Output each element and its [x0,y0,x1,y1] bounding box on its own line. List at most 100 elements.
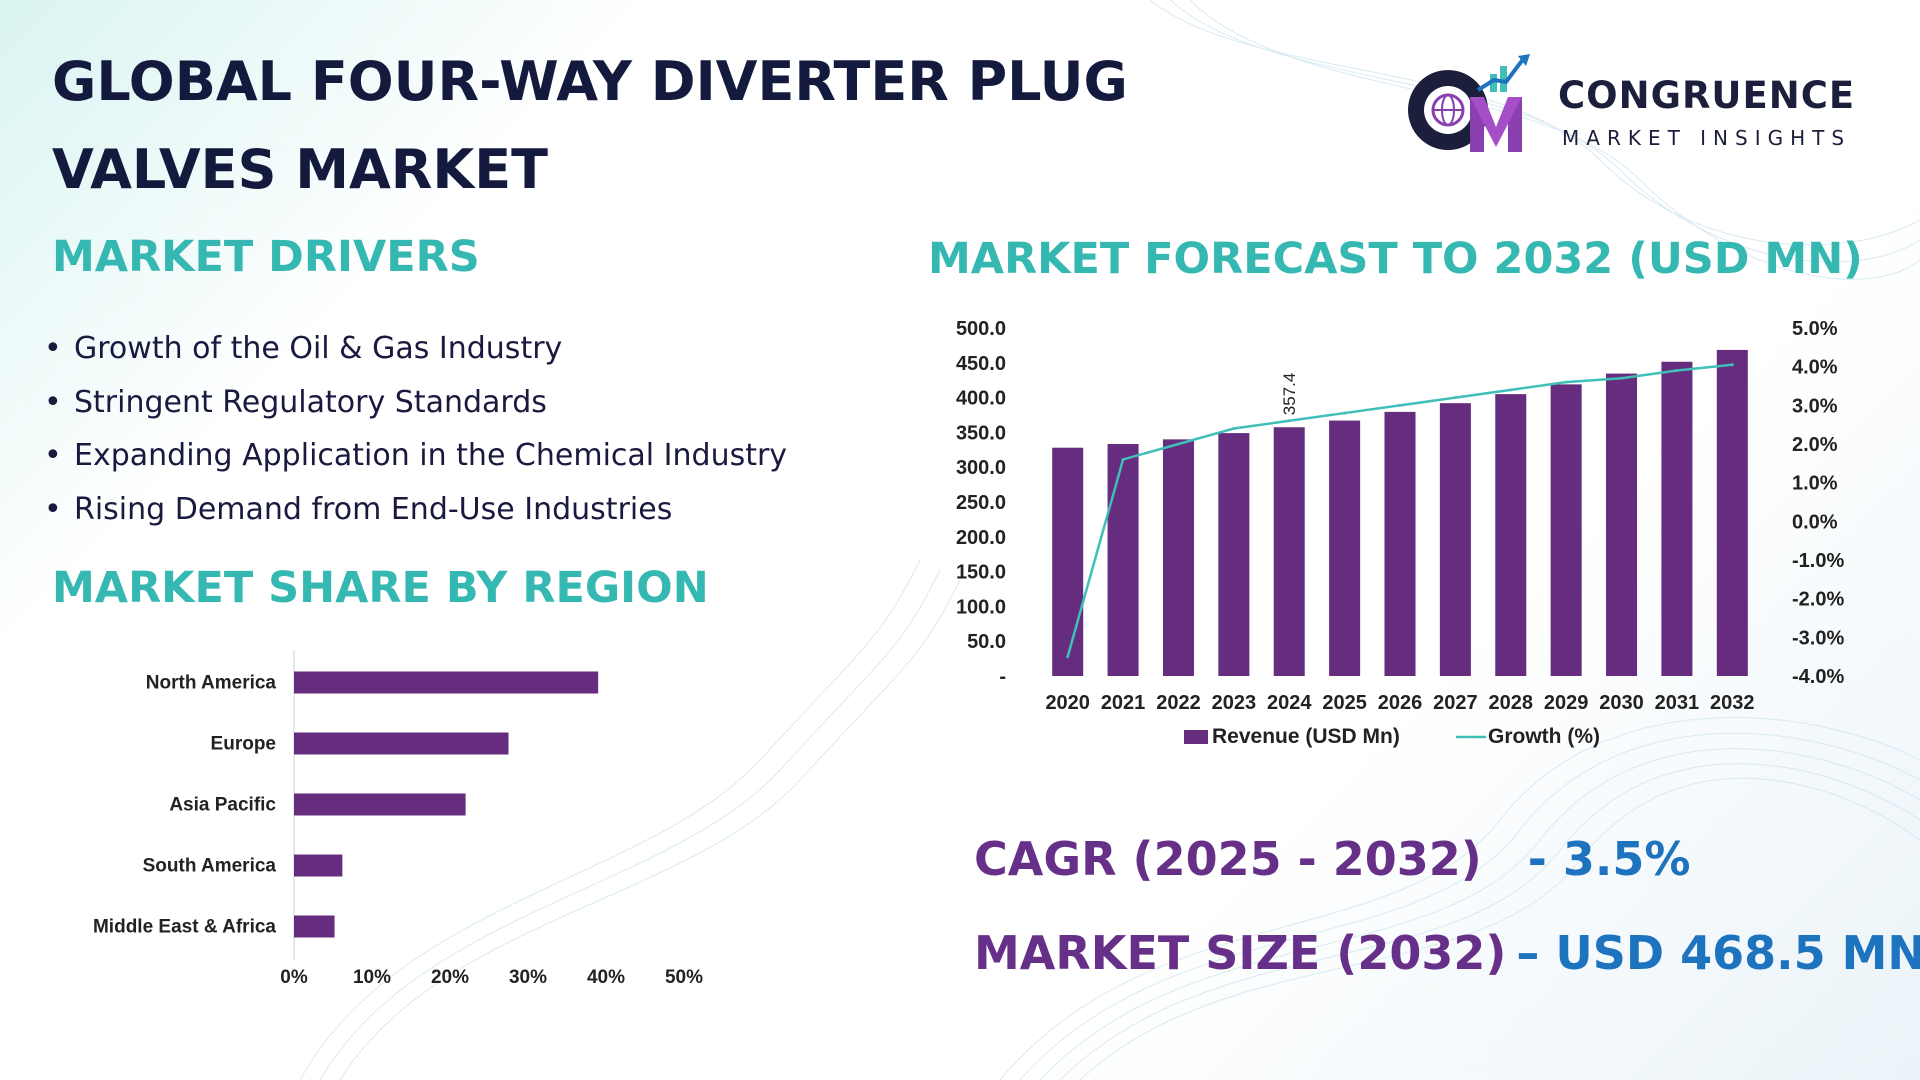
growth-point [1176,442,1180,446]
legend-growth-label: Growth (%) [1488,725,1600,748]
driver-item: • Expanding Application in the Chemical I… [44,429,787,483]
logo-mark-icon [1408,54,1530,152]
growth-point [1066,655,1070,659]
company-logo: CONGRUENCE MARKET INSIGHTS [1400,52,1870,162]
x-tick-label: 2022 [1156,692,1201,714]
growth-point [1564,380,1568,384]
revenue-bar [1439,403,1471,676]
x-tick-label: 40% [587,967,625,988]
growth-point [1509,388,1513,392]
left-y-tick-label: 250.0 [956,492,1006,514]
driver-item: • Stringent Regulatory Standards [44,376,787,430]
right-y-tick-label: -3.0% [1792,627,1844,649]
logo-subtitle: MARKET INSIGHTS [1562,126,1852,150]
region-label: Asia Pacific [169,795,276,816]
x-tick-label: 2026 [1378,692,1423,714]
cagr-value: - 3.5% [1527,832,1691,886]
x-tick-label: 2031 [1655,692,1700,714]
left-y-tick-label: 400.0 [956,388,1006,410]
right-y-tick-label: -4.0% [1792,666,1844,688]
left-y-tick-label: 200.0 [956,527,1006,549]
legend-revenue-swatch [1184,730,1208,744]
driver-text: Rising Demand from End-Use Industries [74,491,673,527]
growth-point [1398,403,1402,407]
cagr-label: CAGR (2025 - 2032) [974,832,1482,886]
left-y-tick-label: - [999,666,1006,688]
market-forecast-chart: - 50.0 100.0 150.0 200.0 250.0 300.0 350.0 400.0… [956,318,1845,748]
driver-text: Expanding Application in the Chemical In… [74,438,788,473]
cagr-row: CAGR (2025 - 2032) - 3.5% [974,832,1690,886]
growth-point [1620,376,1624,380]
bullet-icon: • [44,491,62,527]
right-y-tick-label: 0.0% [1792,511,1838,533]
revenue-bar [1384,411,1416,676]
region-bar [294,854,343,877]
growth-point [1730,363,1734,367]
revenue-bar [1606,373,1638,676]
region-label: North America [146,673,277,694]
x-tick-label: 2030 [1599,692,1644,714]
x-tick-label: 2021 [1101,692,1146,714]
x-tick-label: 2023 [1212,692,1257,714]
x-tick-label: 20% [431,967,469,988]
x-tick-label: 2027 [1433,692,1478,714]
x-tick-label: 2024 [1267,692,1312,714]
left-y-tick-label: 300.0 [956,457,1006,479]
market-size-value: – USD 468.5 MN [1516,926,1920,980]
growth-point [1343,411,1347,415]
region-label: Middle East & Africa [93,917,276,938]
data-label: 357.4 [1280,373,1299,416]
market-size-label: MARKET SIZE (2032) [974,926,1507,980]
legend-revenue-label: Revenue (USD Mn) [1212,725,1400,748]
region-bar [294,915,335,938]
bullet-icon: • [44,331,62,366]
x-tick-label: 50% [665,967,703,988]
revenue-bar [1550,384,1582,676]
right-y-tick-label: 3.0% [1792,395,1838,417]
growth-point [1287,419,1291,423]
region-bar [294,732,509,755]
x-tick-label: 2028 [1489,692,1534,714]
bullet-icon: • [44,384,62,420]
forecast-heading: MARKET FORECAST TO 2032 (USD MN) [928,234,1863,284]
left-y-tick-label: 100.0 [956,596,1006,618]
region-bar [294,793,466,816]
revenue-bar [1716,349,1748,676]
left-y-tick-label: 500.0 [956,318,1006,340]
right-y-tick-label: 5.0% [1792,318,1838,340]
driver-text: Growth of the Oil & Gas Industry [74,331,563,366]
region-label: Europe [211,734,276,755]
right-y-tick-label: 1.0% [1792,473,1838,495]
left-y-tick-label: 150.0 [956,562,1006,584]
revenue-bar [1495,394,1527,676]
x-tick-label: 2020 [1045,692,1090,714]
revenue-bar [1218,433,1250,676]
revenue-bar [1052,447,1084,676]
left-y-tick-label: 50.0 [967,631,1006,653]
revenue-bar [1329,420,1361,676]
revenue-bar [1273,427,1305,676]
logo-name: CONGRUENCE [1558,74,1856,117]
driver-item: • Growth of the Oil & Gas Industry [44,322,787,376]
growth-point [1232,427,1236,431]
region-label: South America [143,856,277,877]
revenue-bar [1107,444,1139,676]
bullet-icon: • [44,438,62,473]
growth-point [1675,369,1679,373]
left-y-tick-label: 450.0 [956,353,1006,375]
x-tick-label: 10% [353,967,391,988]
market-drivers-heading: MARKET DRIVERS [52,232,480,282]
market-size-row: MARKET SIZE (2032) – USD 468.5 MN [974,926,1920,980]
revenue-bar [1661,361,1693,676]
x-tick-label: 0% [280,967,308,988]
left-y-tick-label: 350.0 [956,422,1006,444]
region-bar [294,671,599,694]
right-y-tick-label: 2.0% [1792,434,1838,456]
revenue-bar [1162,439,1194,676]
right-y-tick-label: -2.0% [1792,589,1844,611]
market-drivers-list: • Growth of the Oil & Gas Industry • Strin… [44,322,787,536]
growth-point [1121,457,1125,461]
region-share-chart: North America Europe Asia Pacific South Ame… [93,650,703,988]
driver-item: • Rising Demand from End-Use Industries [44,483,787,537]
